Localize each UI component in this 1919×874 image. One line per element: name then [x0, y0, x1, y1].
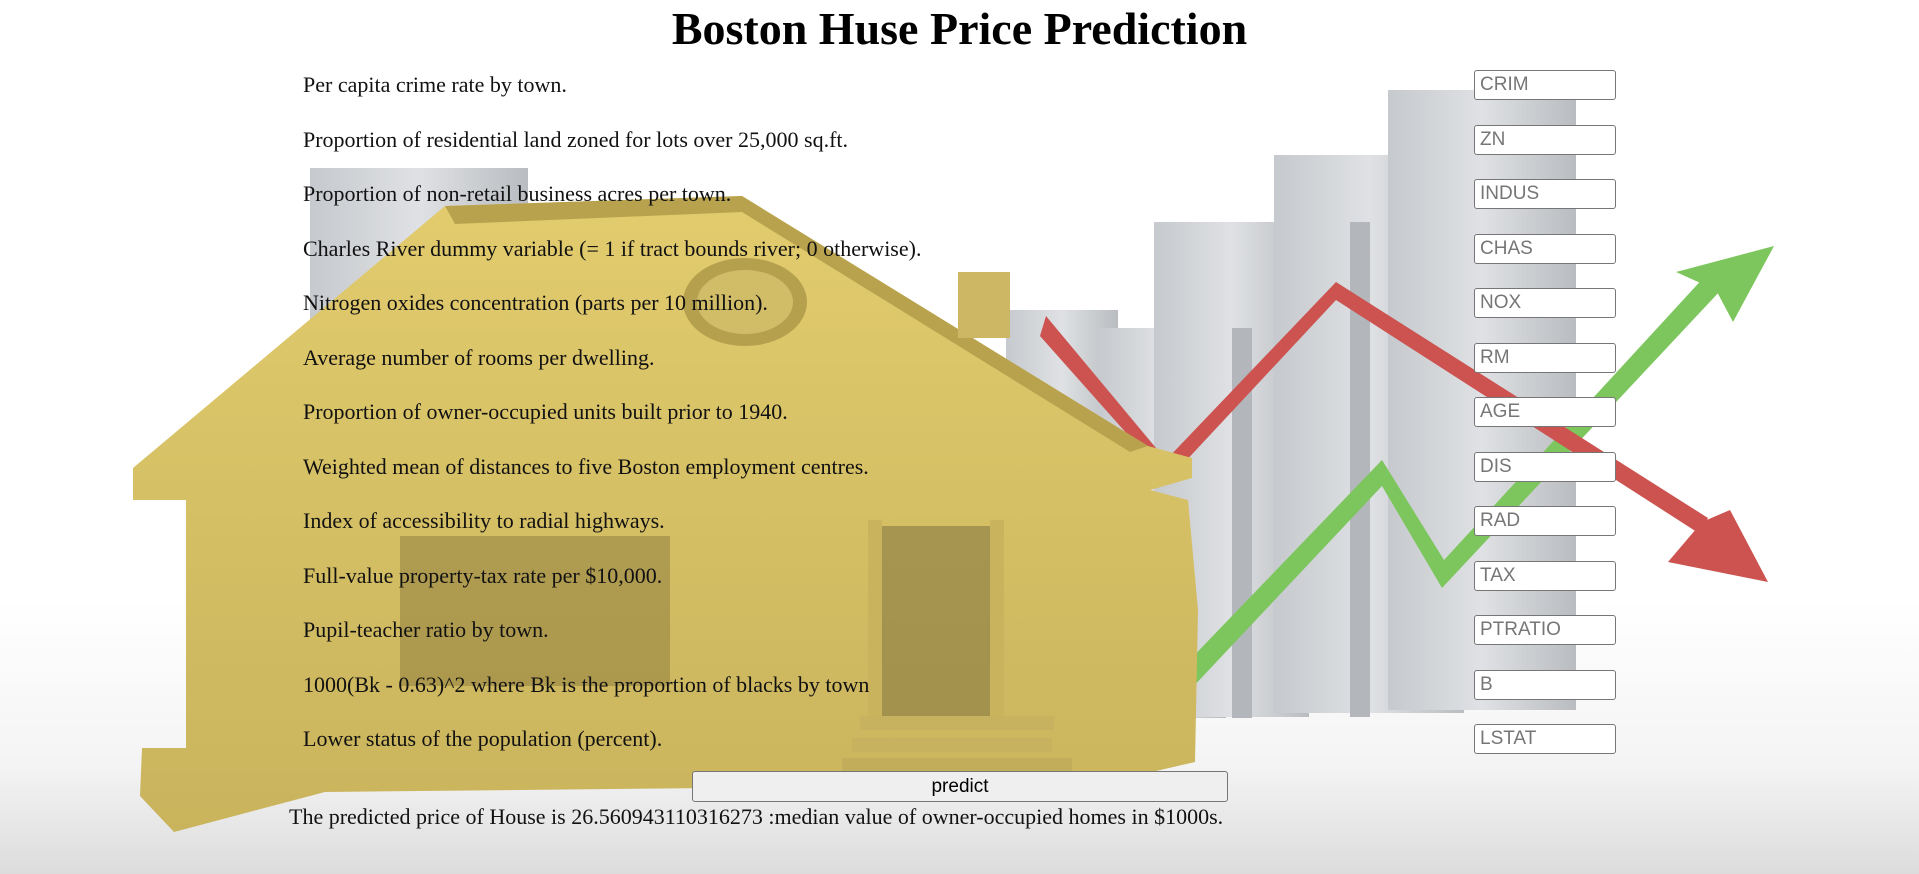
crim-label: Per capita crime rate by town. [303, 72, 567, 97]
form-row-nox: Nitrogen oxides concentration (parts per… [0, 288, 1919, 342]
form-row-crim: Per capita crime rate by town. [0, 70, 1919, 124]
tax-input[interactable] [1474, 561, 1616, 591]
form-row-rad: Index of accessibility to radial highway… [0, 506, 1919, 560]
form-row-chas: Charles River dummy variable (= 1 if tra… [0, 234, 1919, 288]
crim-input[interactable] [1474, 70, 1616, 100]
lstat-label: Lower status of the population (percent)… [303, 726, 663, 751]
b-input[interactable] [1474, 670, 1616, 700]
chas-label: Charles River dummy variable (= 1 if tra… [303, 236, 922, 261]
form-row-zn: Proportion of residential land zoned for… [0, 125, 1919, 179]
rm-input[interactable] [1474, 343, 1616, 373]
age-input[interactable] [1474, 397, 1616, 427]
zn-input[interactable] [1474, 125, 1616, 155]
red-arrow-down-icon [1040, 282, 1768, 582]
rm-label: Average number of rooms per dwelling. [303, 345, 655, 370]
nox-label: Nitrogen oxides concentration (parts per… [303, 290, 768, 315]
form-row-b: 1000(Bk - 0.63)^2 where Bk is the propor… [0, 670, 1919, 724]
rad-input[interactable] [1474, 506, 1616, 536]
form-row-tax: Full-value property-tax rate per $10,000… [0, 561, 1919, 615]
form-row-dis: Weighted mean of distances to five Bosto… [0, 452, 1919, 506]
prediction-result-text: The predicted price of House is 26.56094… [289, 804, 1224, 829]
zn-label: Proportion of residential land zoned for… [303, 127, 849, 152]
page-title: Boston Huse Price Prediction [671, 3, 1248, 54]
green-arrow-up-icon [870, 246, 1774, 690]
chas-input[interactable] [1474, 234, 1616, 264]
indus-input[interactable] [1474, 179, 1616, 209]
dis-input[interactable] [1474, 452, 1616, 482]
tax-label: Full-value property-tax rate per $10,000… [303, 563, 663, 588]
form-row-lstat: Lower status of the population (percent)… [0, 724, 1919, 778]
indus-label: Proportion of non-retail business acres … [303, 181, 732, 206]
nox-input[interactable] [1474, 288, 1616, 318]
lstat-input[interactable] [1474, 724, 1616, 754]
form-row-age: Proportion of owner-occupied units built… [0, 397, 1919, 451]
age-label: Proportion of owner-occupied units built… [303, 399, 788, 424]
predict-button[interactable]: predict [692, 771, 1228, 802]
dis-label: Weighted mean of distances to five Bosto… [303, 454, 869, 479]
b-label: 1000(Bk - 0.63)^2 where Bk is the propor… [303, 672, 870, 697]
form-row-indus: Proportion of non-retail business acres … [0, 179, 1919, 233]
ptratio-label: Pupil-teacher ratio by town. [303, 617, 549, 642]
rad-label: Index of accessibility to radial highway… [303, 508, 665, 533]
ptratio-input[interactable] [1474, 615, 1616, 645]
form-row-rm: Average number of rooms per dwelling. [0, 343, 1919, 397]
form-row-ptratio: Pupil-teacher ratio by town. [0, 615, 1919, 669]
